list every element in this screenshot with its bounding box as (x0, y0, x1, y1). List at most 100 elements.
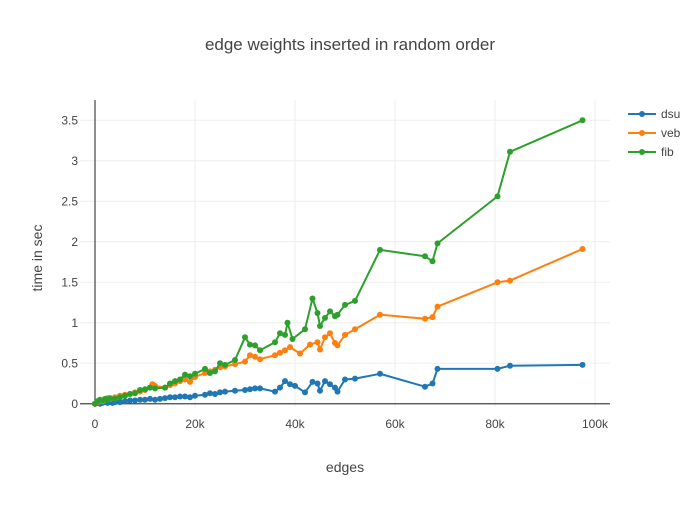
data-point-veb[interactable] (507, 277, 513, 284)
data-point-dsu[interactable] (137, 396, 143, 403)
data-point-fib[interactable] (342, 301, 348, 308)
data-point-fib[interactable] (252, 342, 258, 349)
legend-item-veb[interactable]: veb (628, 126, 681, 140)
data-point-dsu[interactable] (257, 385, 263, 392)
data-point-veb[interactable] (187, 378, 193, 385)
data-point-dsu[interactable] (429, 380, 436, 387)
data-point-fib[interactable] (579, 117, 586, 124)
data-point-fib[interactable] (494, 193, 501, 200)
data-point-fib[interactable] (317, 323, 323, 329)
data-point-fib[interactable] (352, 297, 358, 304)
data-point-dsu[interactable] (314, 380, 321, 387)
data-point-dsu[interactable] (242, 387, 248, 393)
data-point-veb[interactable] (429, 314, 436, 321)
data-point-veb[interactable] (334, 342, 341, 349)
data-point-fib[interactable] (112, 395, 118, 402)
data-point-dsu[interactable] (322, 378, 328, 385)
data-point-veb[interactable] (377, 311, 383, 318)
data-point-dsu[interactable] (207, 390, 213, 397)
data-point-veb[interactable] (579, 246, 586, 252)
data-point-dsu[interactable] (217, 389, 223, 396)
data-point-veb[interactable] (282, 347, 288, 354)
data-point-dsu[interactable] (122, 398, 128, 405)
data-point-fib[interactable] (142, 386, 148, 393)
data-point-veb[interactable] (327, 330, 333, 337)
data-point-dsu[interactable] (334, 388, 341, 395)
data-point-veb[interactable] (352, 326, 358, 333)
data-point-dsu[interactable] (422, 383, 428, 390)
data-point-fib[interactable] (207, 370, 213, 376)
data-point-fib[interactable] (277, 330, 283, 337)
data-point-dsu[interactable] (302, 389, 308, 396)
data-point-fib[interactable] (322, 314, 328, 321)
data-point-veb[interactable] (317, 346, 323, 353)
data-point-fib[interactable] (272, 339, 278, 346)
data-point-dsu[interactable] (292, 382, 298, 389)
data-point-fib[interactable] (137, 387, 143, 393)
data-point-fib[interactable] (289, 336, 296, 342)
data-point-fib[interactable] (177, 376, 183, 383)
data-point-dsu[interactable] (494, 365, 501, 372)
data-point-fib[interactable] (314, 310, 321, 316)
data-point-veb[interactable] (307, 341, 313, 348)
data-point-fib[interactable] (434, 240, 441, 247)
data-point-veb[interactable] (297, 350, 303, 357)
data-point-veb[interactable] (272, 352, 278, 359)
data-point-dsu[interactable] (317, 387, 323, 394)
data-point-dsu[interactable] (147, 395, 153, 402)
data-point-veb[interactable] (252, 353, 258, 360)
data-point-fib[interactable] (327, 308, 333, 315)
data-point-dsu[interactable] (434, 365, 441, 372)
data-point-veb[interactable] (202, 370, 208, 376)
data-point-fib[interactable] (247, 341, 253, 348)
data-point-fib[interactable] (507, 148, 513, 155)
data-point-veb[interactable] (322, 334, 328, 341)
data-point-fib[interactable] (309, 295, 316, 302)
data-point-dsu[interactable] (309, 378, 316, 385)
data-point-dsu[interactable] (202, 391, 208, 398)
data-point-dsu[interactable] (272, 388, 278, 395)
data-point-dsu[interactable] (282, 378, 288, 385)
data-point-fib[interactable] (212, 368, 218, 375)
data-point-fib[interactable] (162, 384, 168, 391)
data-point-fib[interactable] (192, 370, 198, 377)
data-point-fib[interactable] (167, 380, 173, 387)
data-point-fib[interactable] (107, 395, 113, 402)
data-point-veb[interactable] (314, 339, 321, 346)
data-point-veb[interactable] (247, 352, 253, 359)
data-point-fib[interactable] (202, 365, 208, 372)
data-point-dsu[interactable] (252, 385, 258, 392)
data-point-fib[interactable] (152, 385, 158, 392)
data-point-veb[interactable] (494, 279, 501, 286)
data-point-veb[interactable] (277, 349, 283, 356)
data-point-veb[interactable] (257, 356, 263, 363)
legend-item-fib[interactable]: fib (628, 145, 674, 159)
data-point-fib[interactable] (377, 246, 383, 253)
data-point-dsu[interactable] (132, 397, 138, 404)
data-point-fib[interactable] (242, 334, 248, 341)
data-point-dsu[interactable] (247, 386, 253, 393)
data-point-fib[interactable] (422, 253, 428, 260)
data-point-dsu[interactable] (117, 399, 123, 406)
data-point-fib[interactable] (282, 331, 288, 338)
legend[interactable]: dsu veb fib (628, 107, 681, 159)
data-point-dsu[interactable] (342, 376, 348, 383)
data-point-fib[interactable] (122, 392, 128, 399)
data-point-fib[interactable] (302, 326, 308, 333)
data-point-dsu[interactable] (162, 395, 168, 402)
legend-item-dsu[interactable]: dsu (628, 107, 680, 121)
data-point-fib[interactable] (172, 378, 178, 385)
data-point-veb[interactable] (242, 358, 248, 365)
data-point-dsu[interactable] (352, 375, 358, 382)
data-point-dsu[interactable] (182, 393, 188, 400)
data-point-veb[interactable] (232, 361, 238, 368)
data-point-dsu[interactable] (287, 381, 293, 388)
data-point-fib[interactable] (182, 371, 188, 378)
data-point-fib[interactable] (429, 258, 436, 265)
data-point-dsu[interactable] (507, 362, 513, 369)
data-point-veb[interactable] (422, 315, 428, 322)
data-point-fib[interactable] (132, 390, 138, 397)
data-point-dsu[interactable] (167, 394, 173, 401)
data-point-fib[interactable] (217, 360, 223, 367)
data-point-dsu[interactable] (232, 387, 238, 394)
